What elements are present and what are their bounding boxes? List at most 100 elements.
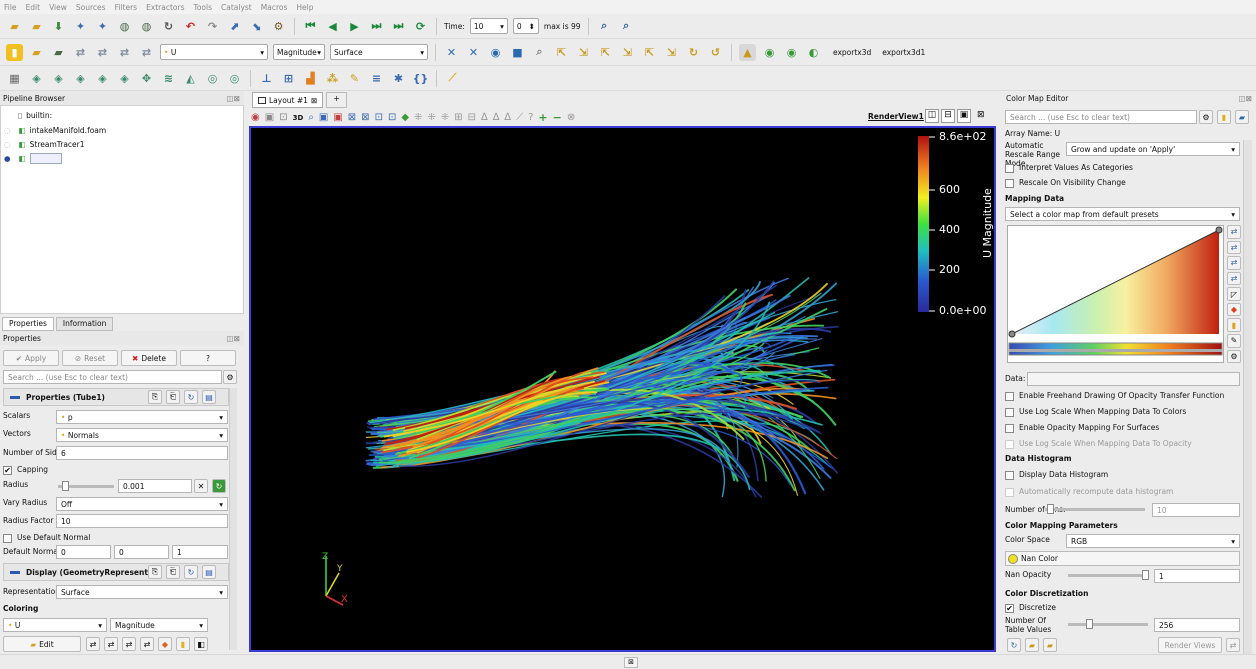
reset-camera-closest-icon[interactable]: ✕ xyxy=(468,45,479,59)
color-array-combo[interactable]: • U ▾ xyxy=(160,44,268,60)
hover-points-icon[interactable]: ⁜ xyxy=(427,112,436,123)
plot-selection-icon[interactable]: ⊞ xyxy=(283,71,294,85)
invert-icon[interactable]: ◸ xyxy=(1227,287,1241,301)
auto-rescale-combo[interactable]: Grow and update on 'Apply' ▾ xyxy=(1066,142,1240,156)
view-minus-z-icon[interactable]: ⇲ xyxy=(666,45,677,59)
save-defaults-icon[interactable]: ▤ xyxy=(202,565,216,579)
grow-selection-icon[interactable]: ⊞ xyxy=(454,112,463,123)
subtract-selection-icon[interactable]: − xyxy=(552,111,562,124)
polygon-points-icon[interactable]: ⊡ xyxy=(387,112,397,123)
clear-selection-icon[interactable]: ⊗ xyxy=(566,112,576,123)
find-data-icon[interactable]: ✱ xyxy=(393,71,404,85)
shrink-selection-icon[interactable]: ⊟ xyxy=(467,112,476,123)
rotate-ccw-icon[interactable]: ↺ xyxy=(710,45,721,59)
polygon-cells-icon[interactable]: ⊡ xyxy=(374,112,383,123)
reload-icon[interactable]: ↻ xyxy=(184,565,198,579)
time-value-combo[interactable]: 10 ▾ xyxy=(469,18,508,34)
default-normal-z[interactable]: 1 xyxy=(172,545,228,559)
save-state-icon[interactable]: ◍ xyxy=(119,19,130,33)
default-normal-y[interactable]: 0 xyxy=(114,545,169,559)
coloring-component-combo[interactable]: Magnitude ▾ xyxy=(110,618,208,632)
query-icon[interactable]: ? xyxy=(528,112,534,123)
pick-center-icon[interactable]: ⌕ xyxy=(536,45,543,58)
previous-frame-icon[interactable]: ◀ xyxy=(328,19,337,33)
ruler-tool-icon[interactable]: ⟋ xyxy=(516,112,524,123)
save-preset-icon[interactable]: ▮ xyxy=(1227,318,1241,332)
restore-settings-icon[interactable]: ▰ xyxy=(1043,638,1057,652)
zoom-closest-icon[interactable]: ⌕ xyxy=(622,19,630,32)
radius-reset-icon[interactable]: ✕ xyxy=(194,479,208,493)
extract-level-icon[interactable]: ◎ xyxy=(229,71,240,85)
choose-preset-icon[interactable]: ◆ xyxy=(158,637,172,651)
advanced-gear-icon[interactable]: ⚙ xyxy=(223,370,237,384)
last-frame-icon[interactable]: ⏭ xyxy=(393,19,404,32)
probe-icon[interactable]: ✎ xyxy=(349,71,360,85)
colormap-advanced-icon[interactable]: ⚙ xyxy=(1199,110,1213,124)
rotate-cw-icon[interactable]: ↻ xyxy=(688,45,699,59)
show-labels-icon[interactable]: ∆ xyxy=(492,112,500,123)
disconnect-icon[interactable]: ✦ xyxy=(97,19,108,33)
vectors-combo[interactable]: • Normals ▾ xyxy=(56,428,228,442)
radius-input[interactable]: 0.001 xyxy=(118,479,192,493)
frustum-points-icon[interactable]: ⊠ xyxy=(361,112,370,123)
plot-over-line-icon[interactable]: ⊥ xyxy=(261,71,272,85)
load-state-icon[interactable]: ◍ xyxy=(141,19,152,33)
open-icon[interactable]: ▰ xyxy=(10,19,19,33)
view-minus-x-icon[interactable]: ⇲ xyxy=(578,45,589,59)
view-plus-x-icon[interactable]: ⇱ xyxy=(556,45,567,59)
capping-checkbox[interactable]: ✔ Capping xyxy=(3,465,48,475)
rename-field[interactable] xyxy=(29,153,62,164)
nan-opacity-input[interactable]: 1 xyxy=(1154,569,1240,583)
display-histogram-checkbox[interactable]: Display Data Histogram xyxy=(1005,470,1108,480)
scalars-combo[interactable]: • p ▾ xyxy=(56,410,228,424)
data-value-field[interactable] xyxy=(1027,372,1240,386)
pipeline-item-intakemanifold[interactable]: ◌ ◧ intakeManifold.foam xyxy=(4,126,107,135)
select-cells-icon[interactable]: ▣ xyxy=(318,112,329,123)
rescale-visible-icon[interactable]: ⇄ xyxy=(119,45,130,59)
pipeline-item-builtin[interactable]: ▯ builtin: xyxy=(18,111,53,120)
rescale-temporal-icon[interactable]: ⇄ xyxy=(122,637,136,651)
redo-icon[interactable]: ↷ xyxy=(207,19,218,33)
freehand-checkbox[interactable]: Enable Freehand Drawing Of Opacity Trans… xyxy=(1005,391,1224,401)
radius-slider-handle[interactable] xyxy=(62,481,69,491)
rescale-visible-range-icon[interactable]: ⇄ xyxy=(1227,271,1241,286)
nan-opacity-slider[interactable] xyxy=(1068,574,1148,577)
pipeline-item-streamtracer[interactable]: ◌ ◧ StreamTracer1 xyxy=(4,140,85,149)
default-normal-x[interactable]: 0 xyxy=(56,545,111,559)
bins-slider[interactable] xyxy=(1045,508,1145,511)
representation-combo[interactable]: Surface ▾ xyxy=(330,44,428,60)
pipeline-item-tube[interactable]: ● ◧ xyxy=(4,152,62,165)
rescale-temporal-icon[interactable]: ⇄ xyxy=(97,45,108,59)
menu-view[interactable]: View xyxy=(49,2,67,12)
adjust-camera-icon[interactable]: ⌕ xyxy=(308,112,314,123)
use-default-normal-checkbox[interactable]: Use Default Normal xyxy=(3,533,90,543)
rescale-temporal-range-icon[interactable]: ⇄ xyxy=(1227,256,1241,270)
collapse-icon[interactable] xyxy=(10,395,20,399)
bins-input[interactable]: 10 xyxy=(1152,503,1240,517)
add-selection-icon[interactable]: + xyxy=(538,111,548,124)
transfer-function-editor[interactable] xyxy=(1007,225,1224,363)
next-frame-icon[interactable]: ⏭ xyxy=(371,19,382,32)
warp-icon[interactable]: ◭ xyxy=(186,71,195,85)
properties-search-input[interactable]: Search ... (use Esc to clear text) xyxy=(3,370,222,384)
undo-icon[interactable]: ↶ xyxy=(185,19,196,33)
slice-icon[interactable]: ◈ xyxy=(76,71,85,85)
rescale-custom-range-icon[interactable]: ⇄ xyxy=(1227,240,1241,255)
coloring-array-combo[interactable]: • U ▾ xyxy=(3,618,107,632)
extract-subset-icon[interactable]: ◈ xyxy=(120,71,129,85)
menu-extractors[interactable]: Extractors xyxy=(146,2,185,12)
component-combo[interactable]: Magnitude ▾ xyxy=(273,44,325,60)
eye-open-icon[interactable]: ● xyxy=(4,154,11,163)
hover-cells-icon[interactable]: ⁜ xyxy=(440,112,450,123)
save-settings-icon[interactable]: ▰ xyxy=(1025,638,1039,652)
preset-combo[interactable]: Select a color map from default presets ▾ xyxy=(1005,207,1240,221)
reload-icon[interactable]: ↻ xyxy=(184,390,198,404)
paste-icon[interactable]: ⎗ xyxy=(166,390,180,404)
edit-colormap-button[interactable]: ▰ Edit xyxy=(3,636,81,652)
eye-closed-icon[interactable]: ◌ xyxy=(4,140,11,149)
exportx3d-button[interactable]: exportx3d xyxy=(833,47,872,57)
menu-tools[interactable]: Tools xyxy=(193,2,212,12)
time-step-spinbox[interactable]: 0 ⬍ xyxy=(512,18,539,34)
split-horizontal-icon[interactable]: ◫ xyxy=(925,109,939,123)
interpret-categories-checkbox[interactable]: Interpret Values As Categories xyxy=(1005,163,1133,173)
